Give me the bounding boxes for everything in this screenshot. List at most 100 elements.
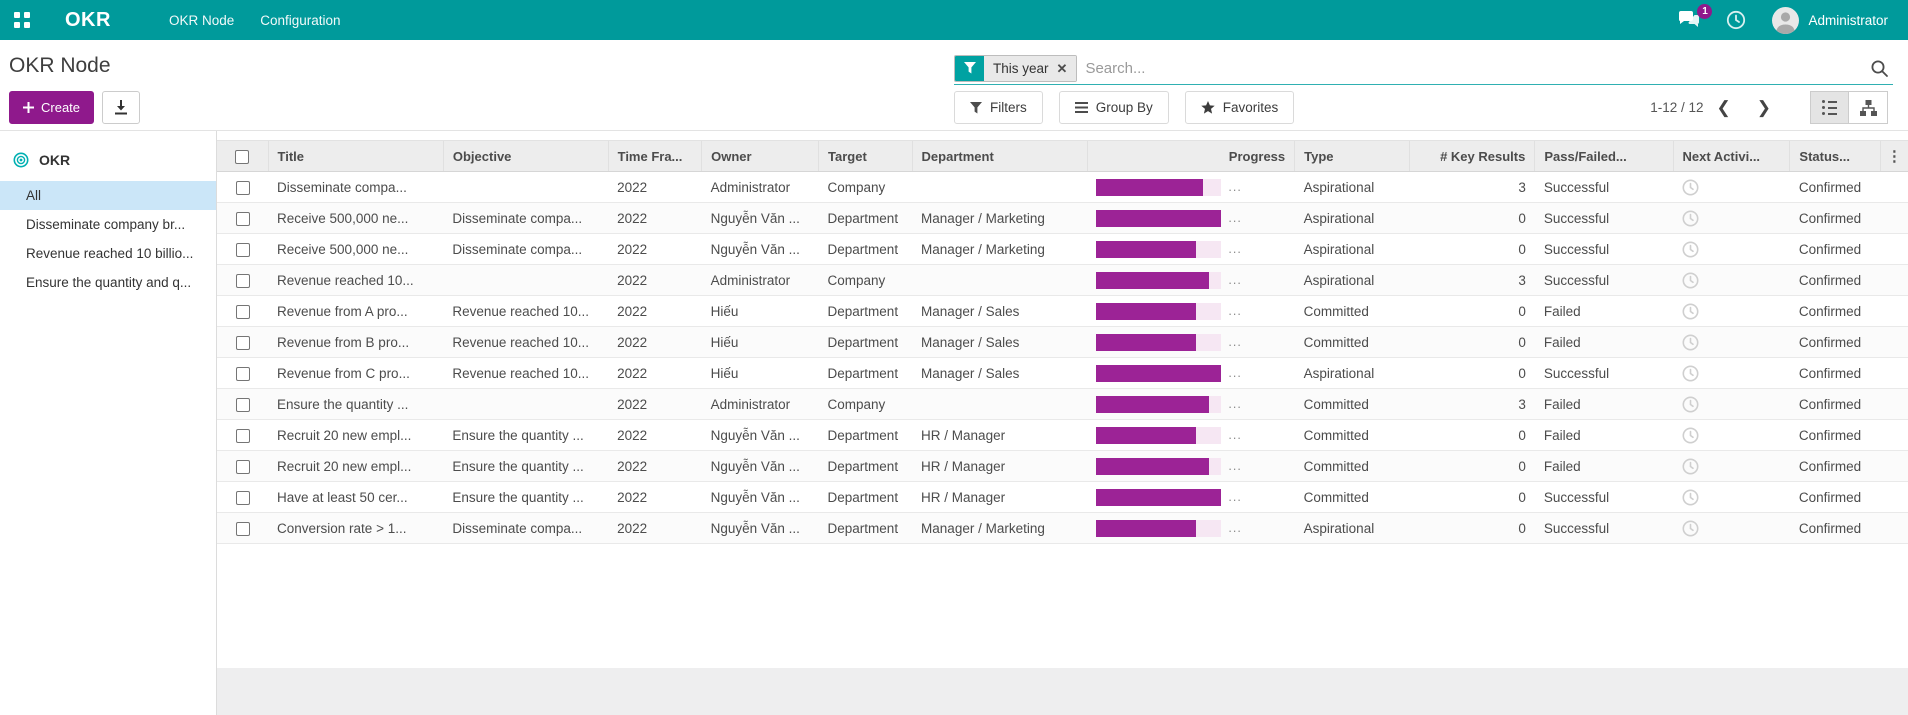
cell-type[interactable]: Aspirational [1294, 512, 1410, 544]
column-header-pass-failed[interactable]: Pass/Failed... [1534, 140, 1673, 172]
column-header-target[interactable]: Target [818, 140, 913, 172]
cell-next-activity[interactable] [1673, 202, 1790, 234]
cell-objective[interactable] [443, 171, 609, 203]
cell-type[interactable]: Committed [1294, 419, 1410, 451]
table-row[interactable]: Recruit 20 new empl... Ensure the quantit… [217, 419, 1908, 451]
cell-target[interactable]: Department [818, 419, 913, 451]
cell-time-frame[interactable]: 2022 [608, 450, 702, 482]
cell-target[interactable]: Company [818, 264, 913, 296]
table-row[interactable]: Revenue from A pro... Revenue reached 10.… [217, 295, 1908, 327]
row-checkbox[interactable] [235, 397, 250, 412]
cell-owner[interactable]: Nguyễn Văn ... [701, 512, 819, 544]
cell-owner[interactable]: Administrator [701, 388, 819, 420]
cell-key-results[interactable]: 0 [1409, 419, 1535, 451]
cell-objective[interactable] [443, 264, 609, 296]
cell-owner[interactable]: Hiếu [701, 326, 819, 358]
row-checkbox[interactable] [235, 242, 250, 257]
column-header-title[interactable]: Title [267, 140, 444, 172]
activities-clock-icon[interactable] [1726, 10, 1746, 30]
cell-owner[interactable]: Nguyễn Văn ... [701, 233, 819, 265]
cell-title[interactable]: Revenue from A pro... [268, 295, 444, 327]
cell-objective[interactable]: Ensure the quantity ... [443, 450, 609, 482]
row-checkbox[interactable] [235, 428, 250, 443]
cell-next-activity[interactable] [1673, 264, 1790, 296]
app-brand[interactable]: OKR [65, 8, 111, 31]
cell-objective[interactable]: Revenue reached 10... [443, 326, 609, 358]
cell-type[interactable]: Aspirational [1294, 233, 1410, 265]
column-header-department[interactable]: Department [911, 140, 1088, 172]
cell-status[interactable]: Confirmed [1789, 171, 1881, 203]
column-header-owner[interactable]: Owner [701, 140, 819, 172]
cell-status[interactable]: Confirmed [1789, 419, 1881, 451]
cell-status[interactable]: Confirmed [1789, 512, 1881, 544]
cell-progress[interactable]: ... [1087, 512, 1295, 544]
cell-status[interactable]: Confirmed [1789, 450, 1881, 482]
cell-pass-failed[interactable]: Successful [1534, 481, 1673, 513]
cell-owner[interactable]: Administrator [701, 171, 819, 203]
cell-key-results[interactable]: 0 [1409, 512, 1535, 544]
cell-key-results[interactable]: 3 [1409, 388, 1535, 420]
cell-next-activity[interactable] [1673, 326, 1790, 358]
cell-department[interactable]: HR / Manager [912, 419, 1088, 451]
cell-pass-failed[interactable]: Successful [1534, 202, 1673, 234]
cell-pass-failed[interactable]: Successful [1534, 512, 1673, 544]
cell-title[interactable]: Revenue from B pro... [268, 326, 444, 358]
cell-target[interactable]: Department [818, 450, 913, 482]
row-checkbox[interactable] [235, 211, 250, 226]
cell-key-results[interactable]: 0 [1409, 481, 1535, 513]
row-checkbox[interactable] [235, 180, 250, 195]
table-row[interactable]: Disseminate compa... 2022 Administrator Com… [217, 171, 1908, 203]
row-checkbox[interactable] [235, 304, 250, 319]
column-header-type[interactable]: Type [1294, 140, 1410, 172]
cell-title[interactable]: Recruit 20 new empl... [268, 450, 444, 482]
cell-title[interactable]: Revenue from C pro... [268, 357, 444, 389]
cell-key-results[interactable]: 0 [1409, 233, 1535, 265]
table-row[interactable]: Revenue reached 10... 2022 Administrator Co… [217, 264, 1908, 296]
cell-type[interactable]: Aspirational [1294, 202, 1410, 234]
cell-status[interactable]: Confirmed [1789, 481, 1881, 513]
cell-next-activity[interactable] [1673, 171, 1790, 203]
row-select-cell[interactable] [217, 450, 269, 482]
cell-key-results[interactable]: 3 [1409, 171, 1535, 203]
row-select-cell[interactable] [217, 388, 269, 420]
cell-time-frame[interactable]: 2022 [608, 357, 702, 389]
cell-pass-failed[interactable]: Successful [1534, 233, 1673, 265]
cell-target[interactable]: Department [818, 202, 913, 234]
cell-progress[interactable]: ... [1087, 419, 1295, 451]
cell-status[interactable]: Confirmed [1789, 233, 1881, 265]
cell-title[interactable]: Have at least 50 cer... [268, 481, 444, 513]
cell-progress[interactable]: ... [1087, 171, 1295, 203]
cell-type[interactable]: Committed [1294, 295, 1410, 327]
row-checkbox[interactable] [235, 521, 250, 536]
table-row[interactable]: Conversion rate > 1... Disseminate compa.… [217, 512, 1908, 544]
cell-target[interactable]: Company [818, 171, 913, 203]
cell-target[interactable]: Department [818, 326, 913, 358]
cell-title[interactable]: Revenue reached 10... [268, 264, 444, 296]
cell-target[interactable]: Department [818, 357, 913, 389]
cell-owner[interactable]: Hiếu [701, 357, 819, 389]
cell-key-results[interactable]: 0 [1409, 202, 1535, 234]
table-row[interactable]: Recruit 20 new empl... Ensure the quantit… [217, 450, 1908, 482]
cell-next-activity[interactable] [1673, 481, 1790, 513]
sidebar-item[interactable]: Disseminate company br... [26, 217, 186, 232]
cell-title[interactable]: Receive 500,000 ne... [268, 202, 444, 234]
table-row[interactable]: Receive 500,000 ne... Disseminate compa..… [217, 233, 1908, 265]
row-select-cell[interactable] [217, 202, 269, 234]
cell-pass-failed[interactable]: Failed [1534, 326, 1673, 358]
cell-owner[interactable]: Administrator [701, 264, 819, 296]
row-checkbox[interactable] [235, 459, 250, 474]
row-checkbox[interactable] [235, 335, 250, 350]
cell-target[interactable]: Department [818, 295, 913, 327]
cell-title[interactable]: Disseminate compa... [268, 171, 444, 203]
cell-time-frame[interactable]: 2022 [608, 419, 702, 451]
hierarchy-view-icon[interactable] [1849, 91, 1888, 124]
cell-time-frame[interactable]: 2022 [608, 481, 702, 513]
cell-progress[interactable]: ... [1087, 481, 1295, 513]
cell-status[interactable]: Confirmed [1789, 357, 1881, 389]
cell-progress[interactable]: ... [1087, 233, 1295, 265]
cell-pass-failed[interactable]: Successful [1534, 264, 1673, 296]
row-select-cell[interactable] [217, 481, 269, 513]
cell-title[interactable]: Receive 500,000 ne... [268, 233, 444, 265]
row-checkbox[interactable] [235, 273, 250, 288]
cell-department[interactable]: Manager / Sales [912, 357, 1088, 389]
